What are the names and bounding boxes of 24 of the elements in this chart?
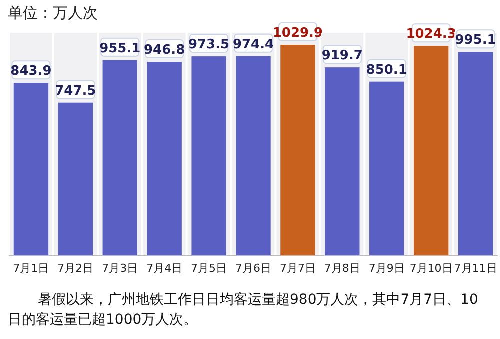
x-tick-label: 7月3日 (102, 262, 138, 275)
x-tick-label: 7月7日 (280, 262, 316, 275)
text: 暑假以来，广州地铁工作日日均客运量超980万人次，其中7月7日、10日的客运量已超1000万人次。 (8, 291, 480, 330)
data-label: 973.5 (188, 38, 230, 53)
x-tick-label: 7月1日 (13, 262, 50, 275)
x-tick-label: 7月11日 (454, 262, 498, 275)
x-tick-label: 7月9日 (368, 262, 405, 275)
data-label: 747.5 (55, 84, 96, 99)
x-tick-label: 7月8日 (324, 262, 360, 275)
data-label: 995.1 (455, 33, 496, 48)
data-label: 1024.3 (406, 27, 456, 42)
x-tick-label: 7月4日 (146, 262, 183, 275)
chart-title: 单位：万人次 (8, 4, 98, 22)
data-label: 1029.9 (272, 26, 324, 41)
x-tick-label: 7月6日 (236, 262, 272, 275)
data-label: 850.1 (366, 62, 408, 78)
data-label: 974.4 (232, 37, 274, 52)
data-label: 919.7 (322, 48, 363, 64)
x-tick-label: 7月10日 (410, 262, 453, 275)
x-tick-label: 7月5日 (191, 262, 228, 275)
data-label: 843.9 (10, 64, 52, 80)
data-label: 955.1 (100, 41, 141, 56)
data-label: 946.8 (144, 43, 186, 58)
x-tick-label: 7月2日 (58, 262, 94, 275)
